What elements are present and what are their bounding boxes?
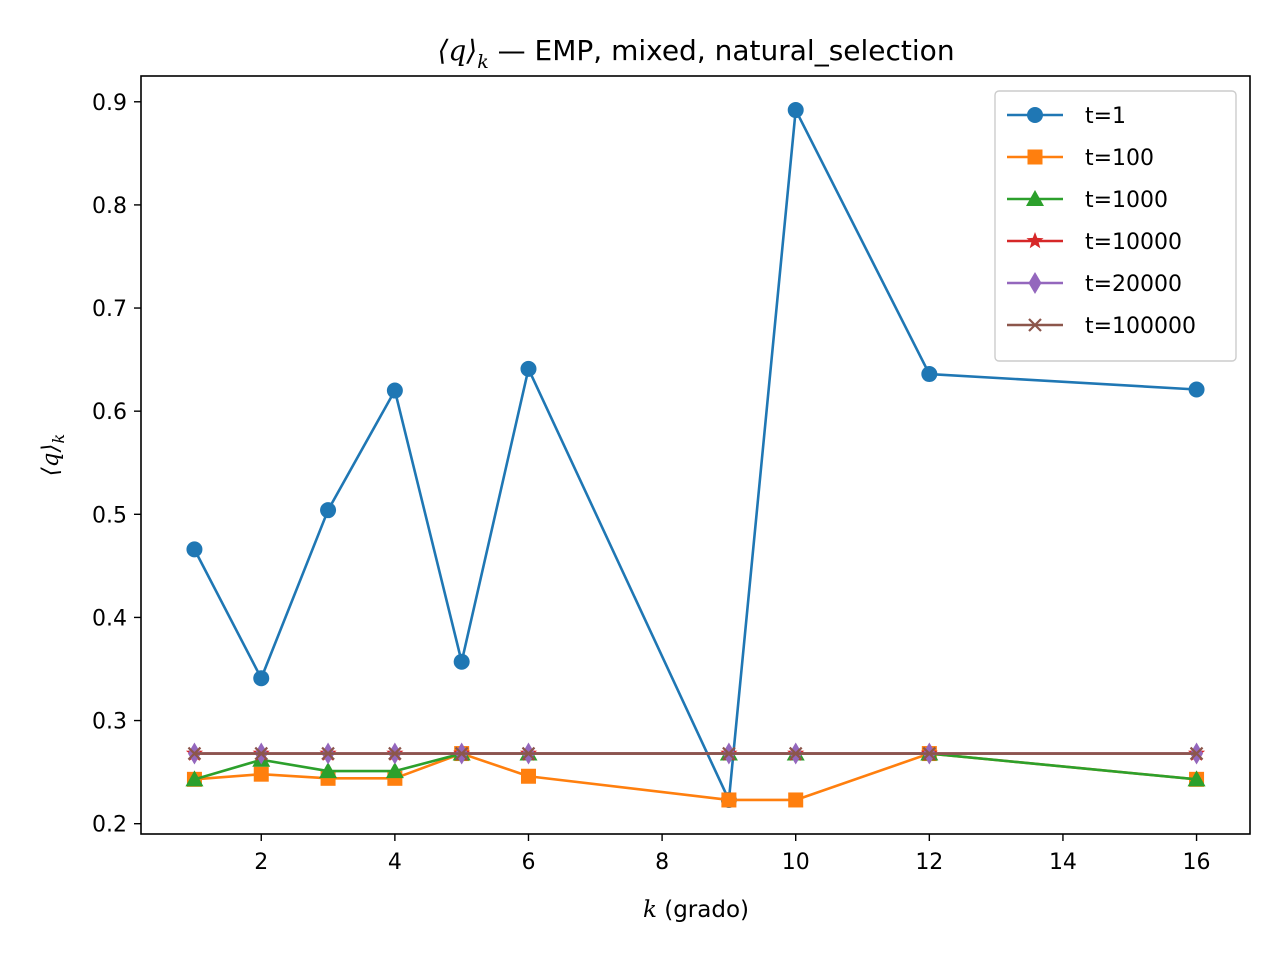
y-tick-label: 0.9	[92, 91, 127, 116]
x-axis-label: k (grado)	[643, 897, 749, 923]
data-point	[1189, 746, 1204, 761]
legend-marker	[1028, 318, 1042, 332]
y-tick-label: 0.6	[92, 400, 127, 425]
data-point	[454, 746, 469, 761]
data-point	[722, 746, 736, 761]
legend-item: t=10000	[1007, 230, 1182, 255]
y-axis-label: ⟨q⟩k	[38, 434, 68, 476]
data-point	[921, 366, 938, 383]
data-point	[721, 792, 737, 808]
x-tick-label: 2	[254, 850, 268, 875]
data-point	[521, 746, 536, 761]
legend-marker	[1027, 149, 1043, 165]
y-tick-label: 0.4	[92, 606, 127, 631]
legend-item: t=20000	[1007, 272, 1182, 297]
data-point	[520, 768, 536, 784]
x-tick-label: 6	[521, 850, 535, 875]
legend-item: t=100000	[1007, 314, 1196, 339]
data-point	[254, 746, 269, 761]
y-axis-label-sub: k	[49, 434, 68, 444]
data-point	[388, 746, 402, 761]
data-point	[253, 766, 269, 782]
data-point	[320, 502, 337, 519]
data-point	[319, 762, 338, 779]
data-point	[186, 541, 203, 558]
legend-label: t=1000	[1085, 188, 1168, 213]
x-tick-label: 12	[915, 850, 943, 875]
legend-label: t=10000	[1085, 230, 1182, 255]
legend-marker	[1027, 107, 1043, 123]
data-point	[187, 746, 202, 761]
data-point	[787, 102, 804, 119]
y-tick-label: 0.7	[92, 297, 127, 322]
data-point	[788, 792, 804, 808]
legend-marker	[1026, 190, 1044, 206]
x-axis-label-var: k	[643, 897, 657, 923]
legend: t=1 t=100 t=1000 t=10000 t=20000 t=100000	[994, 90, 1237, 362]
data-point	[385, 762, 404, 779]
legend-label: t=20000	[1085, 272, 1182, 297]
x-tick-label: 16	[1183, 850, 1211, 875]
data-point	[788, 746, 803, 761]
legend-marker	[1026, 232, 1044, 249]
data-point	[1187, 770, 1206, 787]
x-tick-label: 14	[1049, 850, 1077, 875]
chart-title: ⟨q⟩k — EMP, mixed, natural_selection	[437, 34, 954, 73]
x-axis-label-rest: (grado)	[657, 897, 749, 923]
legend-label: t=100000	[1085, 314, 1196, 339]
series-line	[194, 752, 1197, 802]
title-prefix: ⟨q⟩	[437, 34, 477, 67]
y-tick-label: 0.5	[92, 503, 127, 528]
y-tick-label: 0.2	[92, 813, 127, 838]
data-point	[185, 770, 204, 787]
data-point	[386, 382, 403, 399]
y-tick-label: 0.8	[92, 194, 127, 219]
y-tick-label: 0.3	[92, 710, 127, 735]
x-tick-label: 10	[782, 850, 810, 875]
series-line	[193, 108, 1197, 802]
data-point	[253, 670, 270, 687]
legend-item: t=100	[1007, 146, 1154, 171]
title-rest: — EMP, mixed, natural_selection	[489, 34, 955, 67]
data-point	[520, 360, 537, 377]
y-axis-label-prefix: ⟨q⟩	[38, 444, 64, 477]
x-tick-label: 4	[388, 850, 402, 875]
legend-item: t=1000	[1007, 188, 1168, 213]
data-point	[453, 653, 470, 670]
series-layer	[185, 102, 1206, 808]
legend-marker	[1028, 272, 1042, 294]
x-tick-label: 8	[655, 850, 669, 875]
plot-frame	[140, 75, 1251, 835]
legend-item: t=1	[1007, 104, 1126, 129]
series-t=100000	[187, 746, 1204, 761]
data-point	[922, 746, 937, 761]
data-point	[1188, 381, 1205, 398]
legend-label: t=100	[1085, 146, 1154, 171]
legend-box	[994, 90, 1237, 362]
title-sub: k	[477, 51, 489, 73]
axis-ticks: 2 4 6 8 10 12 14 16 0.2 0.3 0.4 0.5 0.6 0.7 0.8 0.9	[92, 91, 1211, 875]
legend-label: t=1	[1085, 104, 1126, 129]
data-point	[321, 746, 335, 761]
